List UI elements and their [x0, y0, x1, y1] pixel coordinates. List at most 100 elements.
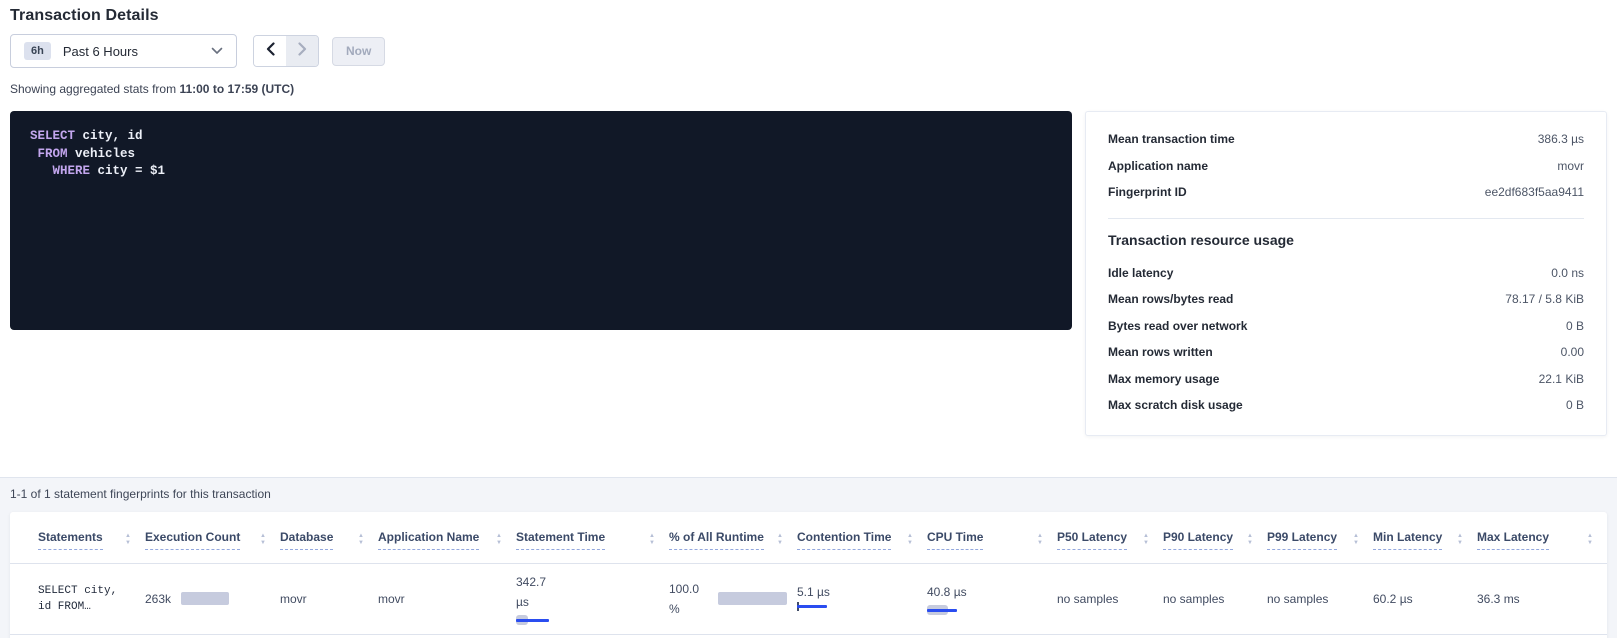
sort-caret-icon[interactable] [1353, 533, 1359, 546]
summary-label: Max memory usage [1108, 371, 1220, 386]
summary-value: movr [1557, 158, 1584, 173]
sort-caret-icon[interactable] [907, 533, 913, 546]
summary-row: Max scratch disk usage 0 B [1108, 392, 1584, 419]
sort-caret-icon[interactable] [1247, 533, 1253, 546]
cell-execution-count: 263k [145, 563, 280, 634]
sort-caret-icon[interactable] [649, 533, 655, 546]
summary-value: 0.00 [1560, 345, 1584, 360]
sort-caret-icon[interactable] [358, 533, 364, 546]
summary-row: Idle latency 0.0 ns [1108, 260, 1584, 287]
column-header-label: Statement Time [516, 530, 606, 550]
time-range-badge: 6h [24, 42, 51, 60]
column-header-cpu-time[interactable]: CPU Time [927, 512, 1057, 564]
column-header-application-name[interactable]: Application Name [378, 512, 516, 564]
summary-label: Bytes read over network [1108, 318, 1248, 333]
cell-cpu-time: 40.8 µs [927, 563, 1057, 634]
statement-line: SELECT city, [38, 584, 118, 597]
now-button[interactable]: Now [332, 36, 386, 66]
summary-row: Bytes read over network 0 B [1108, 313, 1584, 340]
column-header-label: Statements [38, 530, 103, 550]
table-row: SELECT city, id FROM… 263k movr [10, 563, 1607, 634]
column-header-p90-latency[interactable]: P90 Latency [1163, 512, 1267, 564]
summary-value: ee2df683f5aa9411 [1484, 185, 1584, 200]
resource-usage-title: Transaction resource usage [1108, 231, 1294, 248]
cell-statement-time: 342.7 µs [516, 563, 669, 634]
cell-application-name: movr [378, 563, 516, 634]
sort-caret-icon[interactable] [777, 533, 783, 546]
column-header-label: % of All Runtime [669, 530, 764, 550]
page-title: Transaction Details [10, 7, 159, 24]
time-controls: 6h Past 6 Hours Now [10, 34, 1607, 68]
min-latency-value: 60.2 µs [1373, 591, 1413, 606]
card-divider [1108, 217, 1584, 219]
execution-count-value: 263k [145, 591, 172, 606]
summary-value: 0 B [1565, 318, 1584, 333]
p90-latency-value: no samples [1163, 591, 1225, 606]
column-header-label: Database [280, 530, 334, 550]
sql-code: SELECT city, id FROM vehicles WHERE city… [10, 111, 1072, 330]
prev-time-button[interactable] [254, 36, 286, 66]
statement-time-value: 342.7 µs [516, 574, 547, 609]
transaction-summary-card: Mean transaction time 386.3 µs Application… [1085, 111, 1607, 436]
summary-value: 78.17 / 5.8 KiB [1505, 292, 1584, 307]
statement-time-chart [516, 614, 659, 626]
summary-row: Application name movr [1108, 153, 1584, 180]
column-header-of-all-runtime[interactable]: % of All Runtime [669, 512, 797, 564]
column-header-p99-latency[interactable]: P99 Latency [1267, 512, 1373, 564]
cell-max-latency: 36.3 ms [1477, 563, 1607, 634]
cell-p50-latency: no samples [1057, 563, 1163, 634]
aggregated-stats-caption: Showing aggregated stats from 11:00 to 1… [10, 82, 1607, 96]
statement-link[interactable]: SELECT city, id FROM… [38, 583, 135, 615]
next-time-button[interactable] [286, 36, 318, 66]
cpu-time-line [927, 608, 957, 612]
column-header-label: Application Name [378, 530, 480, 550]
sort-caret-icon[interactable] [1457, 533, 1463, 546]
column-header-label: CPU Time [927, 530, 984, 550]
database-value: movr [280, 591, 307, 606]
sort-caret-icon[interactable] [496, 533, 502, 546]
column-header-contention-time[interactable]: Contention Time [797, 512, 927, 564]
sort-caret-icon[interactable] [260, 533, 266, 546]
column-header-label: Min Latency [1373, 530, 1443, 550]
caption-prefix: Showing aggregated stats from [10, 82, 177, 96]
column-header-statement-time[interactable]: Statement Time [516, 512, 669, 564]
statements-section: 1-1 of 1 statement fingerprints for this… [0, 476, 1617, 638]
column-header-label: Contention Time [797, 530, 892, 550]
cell-contention-time: 5.1 µs [797, 563, 927, 634]
sort-caret-icon[interactable] [1037, 533, 1043, 546]
time-range-label: Past 6 Hours [62, 43, 138, 59]
summary-row: Max memory usage 22.1 KiB [1108, 366, 1584, 393]
transaction-details-header: Transaction Details 6h Past 6 Hours Now [10, 7, 1607, 436]
summary-value: 386.3 µs [1537, 132, 1584, 147]
sort-caret-icon[interactable] [1143, 533, 1149, 546]
summary-label: Fingerprint ID [1108, 185, 1187, 200]
execution-count-bar [181, 592, 230, 605]
sort-caret-icon[interactable] [1587, 533, 1593, 546]
contention-time-chart [797, 601, 917, 613]
cell-statement: SELECT city, id FROM… [10, 563, 145, 634]
summary-label: Idle latency [1108, 265, 1174, 280]
cpu-time-value: 40.8 µs [927, 584, 967, 599]
sort-caret-icon[interactable] [125, 533, 131, 546]
content-row: SELECT city, id FROM vehicles WHERE city… [10, 111, 1607, 436]
time-range-dropdown[interactable]: 6h Past 6 Hours [10, 34, 237, 68]
pct-runtime-value: 100.0 % [669, 581, 700, 616]
pct-runtime-bar [717, 592, 787, 605]
column-header-label: P90 Latency [1163, 530, 1234, 550]
column-header-min-latency[interactable]: Min Latency [1373, 512, 1477, 564]
p99-latency-value: no samples [1267, 591, 1329, 606]
column-header-execution-count[interactable]: Execution Count [145, 512, 280, 564]
cell-min-latency: 60.2 µs [1373, 563, 1477, 634]
statement-line: id FROM… [38, 600, 91, 613]
summary-row: Mean rows/bytes read 78.17 / 5.8 KiB [1108, 286, 1584, 313]
cell-p90-latency: no samples [1163, 563, 1267, 634]
column-header-database[interactable]: Database [280, 512, 378, 564]
contention-time-line [797, 604, 827, 608]
sql-line: FROM vehicles [37, 146, 136, 161]
cell-p99-latency: no samples [1267, 563, 1373, 634]
summary-value: 22.1 KiB [1538, 371, 1584, 386]
column-header-max-latency[interactable]: Max Latency [1477, 512, 1607, 564]
column-header-p50-latency[interactable]: P50 Latency [1057, 512, 1163, 564]
summary-label: Max scratch disk usage [1108, 398, 1243, 413]
column-header-statements[interactable]: Statements [10, 512, 145, 564]
